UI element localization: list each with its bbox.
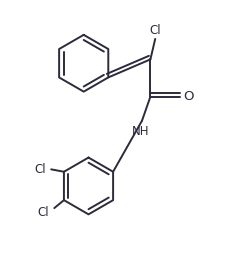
Text: NH: NH — [132, 125, 150, 138]
Text: Cl: Cl — [37, 206, 49, 219]
Text: Cl: Cl — [149, 24, 161, 37]
Text: Cl: Cl — [34, 163, 46, 176]
Text: O: O — [183, 90, 193, 103]
